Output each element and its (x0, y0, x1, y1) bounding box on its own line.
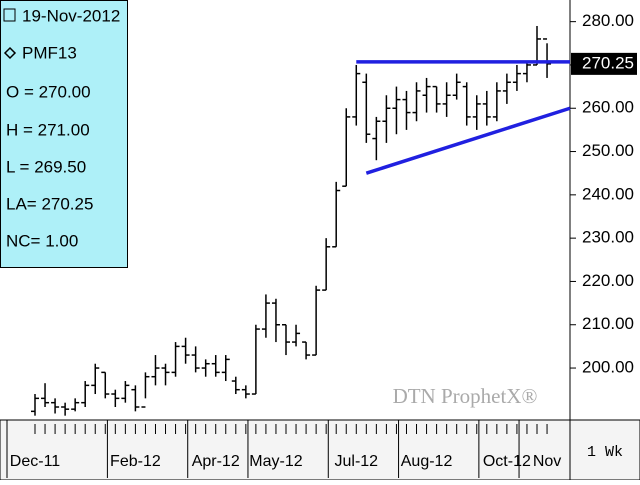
x-tick-label: Apr-12 (192, 453, 240, 470)
x-tick-label: Nov (533, 453, 561, 470)
last-price-label: 270.25 (582, 53, 634, 72)
ohlc-bar (151, 355, 160, 386)
x-tick-label: May-12 (249, 453, 302, 470)
ohlc-bar (131, 385, 140, 412)
y-tick-label: 220.00 (582, 271, 634, 290)
ohlc-bar (502, 73, 511, 104)
y-tick-label: 210.00 (582, 314, 634, 333)
ohlc-bar (312, 285, 321, 356)
ohlc-bar (402, 90, 411, 130)
last-price-box (571, 52, 637, 75)
x-tick-label: Oct-12 (483, 453, 531, 470)
ohlc-bar (422, 77, 431, 113)
ohlc-bar (342, 108, 351, 187)
info-diamond (3, 46, 17, 60)
ohlc-bar (121, 381, 130, 403)
ohlc-bar (372, 116, 381, 161)
ohlc-bar (302, 341, 311, 360)
y-tick-label: 240.00 (582, 184, 634, 203)
y-tick-label: 260.00 (582, 98, 634, 117)
ohlc-bar (292, 324, 301, 347)
ohlc-bar (382, 95, 391, 143)
info-net-change: NC= 1.00 (6, 231, 78, 250)
info-high: H = 271.00 (6, 120, 90, 139)
info-low: L = 269.50 (6, 157, 86, 176)
ohlc-bar (412, 82, 421, 122)
ohlc-bar (533, 25, 541, 66)
info-background (0, 0, 128, 268)
ohlc-bar (322, 238, 331, 291)
ohlc-bar (472, 95, 481, 130)
ohlc-bar (91, 363, 100, 395)
ohlc-bar (251, 324, 260, 395)
ohlc-bar (271, 298, 280, 343)
ohlc-bar (191, 346, 200, 373)
ohlc-bar (392, 86, 401, 135)
y-tick-label: 250.00 (582, 141, 634, 160)
ohlc-bar (241, 385, 250, 399)
info-date: 19-Nov-2012 (22, 6, 120, 25)
ohlc-bar (482, 90, 491, 126)
ohlc-bar (442, 82, 451, 117)
ohlc-bar (231, 376, 240, 395)
info-symbol: PMF13 (22, 43, 77, 62)
ohlc-bar (452, 73, 461, 100)
ohlc-bar (332, 181, 341, 248)
period-panel (569, 419, 640, 481)
ohlc-bar (81, 381, 90, 408)
ohlc-bar (432, 85, 441, 113)
ohlc-bar (161, 363, 170, 386)
info-icon (3, 8, 16, 22)
ohlc-bar (201, 359, 210, 377)
y-tick-label: 200.00 (582, 358, 634, 377)
x-tick-label: Jul-12 (334, 453, 378, 470)
ohlc-bar (522, 60, 531, 83)
info-box: 19-Nov-2012 PMF13 O = 270.00 H = 271.00 … (0, 0, 128, 268)
ohlc-bar (512, 64, 521, 91)
ohlc-bar (492, 82, 501, 122)
x-tick-label: Feb-12 (110, 453, 161, 470)
ohlc-bar (141, 372, 150, 408)
ohlc-bar (282, 323, 290, 356)
info-open: O = 270.00 (6, 82, 91, 101)
info-last: LA= 270.25 (6, 194, 93, 213)
ohlc-bar (41, 383, 50, 408)
x-tick-label: Dec-11 (10, 453, 60, 470)
ohlc-bar (211, 355, 220, 377)
watermark: DTN ProphetX® (393, 384, 538, 408)
ohlc-bar (462, 82, 471, 126)
ohlc-bar (31, 394, 39, 416)
ohlc-bar (181, 337, 190, 364)
ohlc-bar (101, 371, 110, 399)
ohlc-bar (261, 294, 270, 338)
y-tick-label: 230.00 (582, 228, 634, 247)
trendline (365, 106, 571, 175)
y-tick-label: 280.00 (582, 11, 634, 30)
period-label: 1 Wk (587, 444, 623, 461)
ohlc-bar (61, 402, 70, 416)
ohlc-bar (352, 64, 361, 126)
ohlc-bar (51, 398, 60, 414)
ohlc-bar (111, 389, 120, 408)
ohlc-bar (221, 355, 230, 382)
ohlc-bar (171, 342, 180, 377)
ohlc-bar (71, 398, 80, 412)
x-tick-label: Aug-12 (401, 453, 453, 470)
ohlc-bar (362, 73, 371, 143)
